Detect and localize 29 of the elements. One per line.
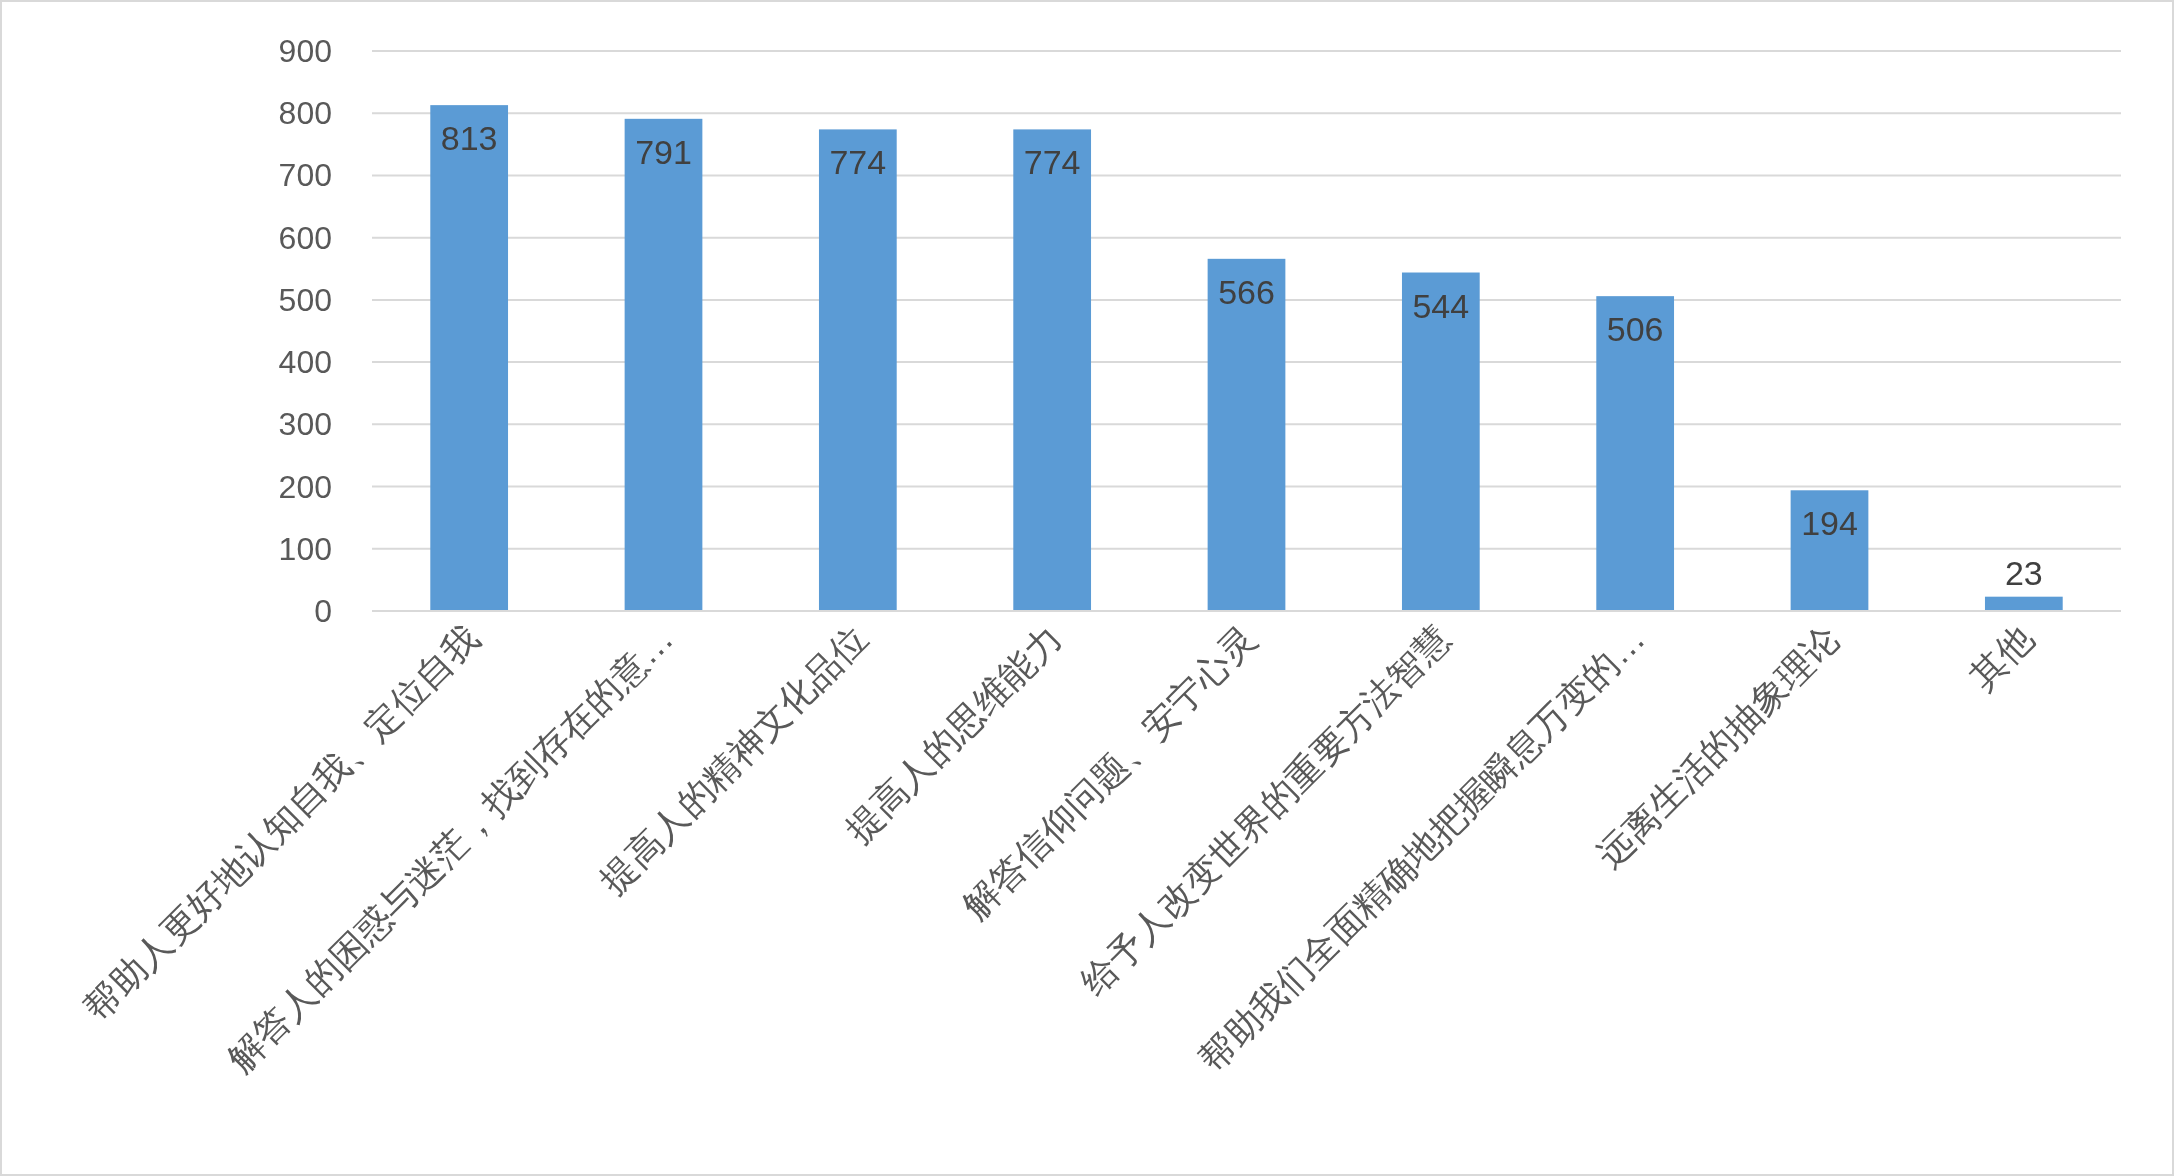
y-tick-label: 600 (278, 219, 332, 256)
y-tick-label: 100 (278, 530, 332, 567)
data-label: 774 (1023, 143, 1081, 182)
bar (1013, 129, 1092, 611)
y-tick-label: 400 (278, 344, 332, 381)
data-label: 194 (1801, 504, 1858, 543)
bar (624, 118, 703, 611)
x-tick-label: 其他 (1961, 617, 2042, 698)
data-label: 813 (440, 119, 498, 158)
data-label: 506 (1606, 310, 1664, 349)
bar (1401, 272, 1480, 611)
data-label: 566 (1218, 272, 1275, 311)
bar (818, 129, 897, 611)
bar (1596, 296, 1675, 611)
bar (1984, 596, 2063, 611)
y-tick-label: 0 (314, 593, 332, 629)
y-tick-label: 700 (278, 157, 332, 194)
data-label: 23 (2004, 553, 2043, 592)
y-tick-label: 200 (278, 468, 332, 505)
bar (1207, 258, 1286, 611)
y-tick-label: 500 (278, 281, 332, 318)
bar (430, 105, 509, 611)
data-label: 774 (829, 143, 887, 182)
data-label: 791 (635, 132, 692, 171)
y-tick-label: 300 (278, 406, 332, 443)
data-label: 544 (1412, 286, 1470, 325)
y-tick-label: 900 (278, 33, 332, 69)
bar (1790, 490, 1869, 611)
y-tick-label: 800 (278, 95, 332, 132)
